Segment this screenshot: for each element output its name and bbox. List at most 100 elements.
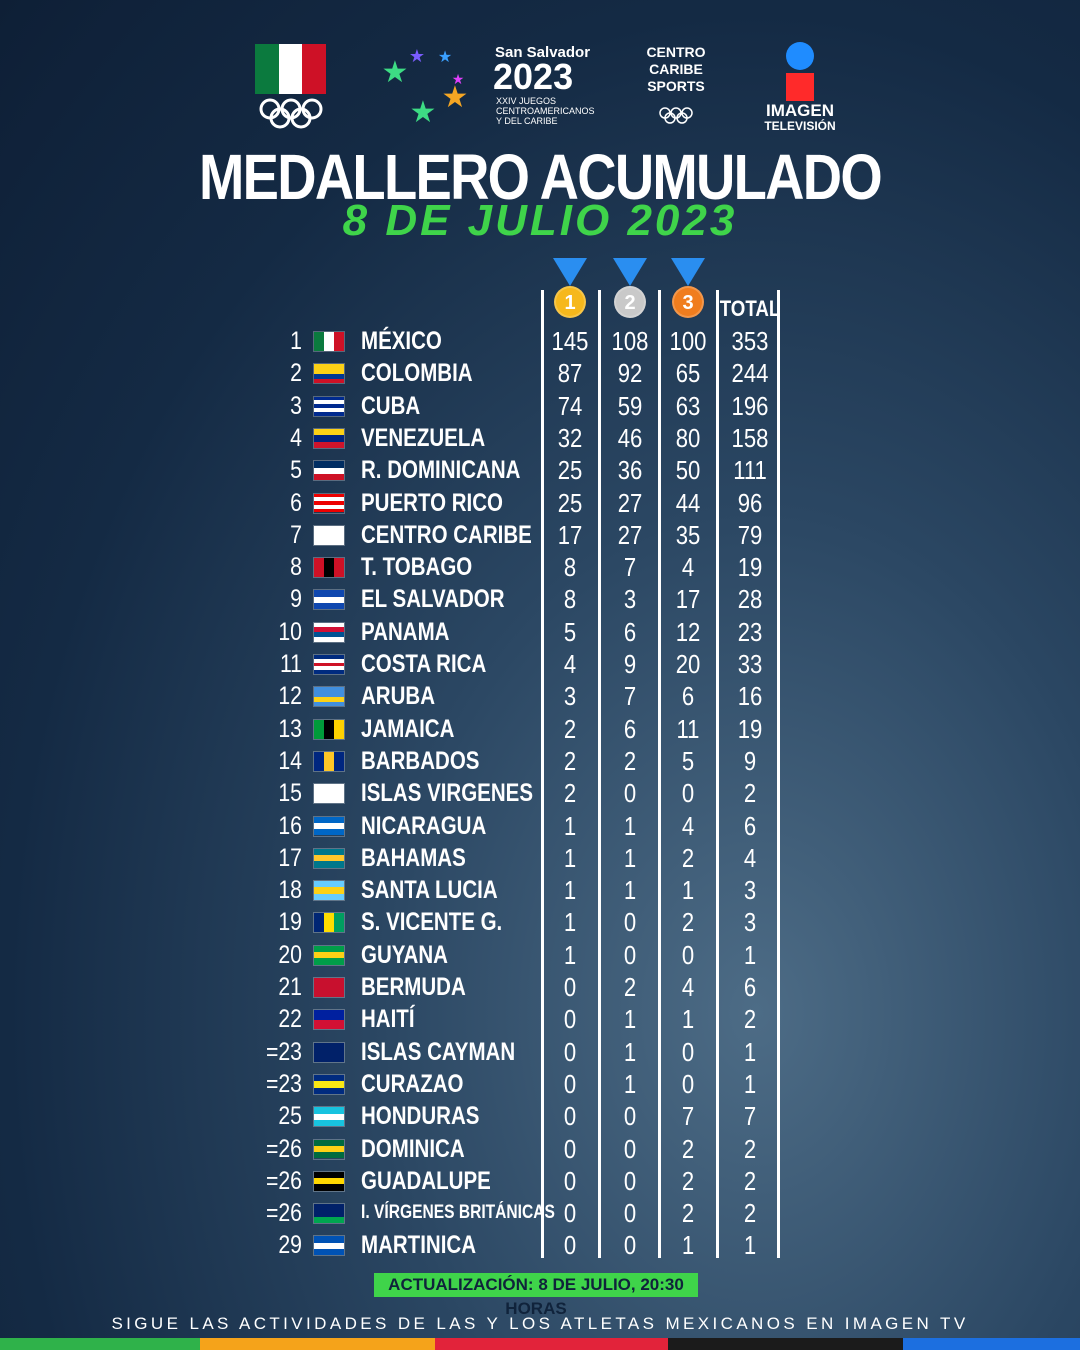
column-divider xyxy=(716,290,719,1258)
flag-stripe xyxy=(314,848,344,856)
svg-text:★: ★ xyxy=(452,71,465,87)
rank: 8 xyxy=(290,553,302,582)
medal-count: 0 xyxy=(623,1198,637,1229)
rank: =26 xyxy=(265,1134,302,1163)
flag-stripe xyxy=(314,1010,344,1020)
flag-stripe xyxy=(314,913,324,933)
flag-stripe xyxy=(314,504,344,509)
flag-stripe xyxy=(314,558,324,578)
medal-ribbon xyxy=(671,258,705,286)
flag-stripe xyxy=(314,1236,344,1243)
color-stripe xyxy=(668,1338,903,1350)
medal-count: 2 xyxy=(563,745,577,776)
flag-stripe xyxy=(314,501,344,505)
medal-count: 59 xyxy=(617,390,643,421)
flag xyxy=(313,944,345,966)
total: 9 xyxy=(743,745,757,776)
rank: 22 xyxy=(278,1005,302,1034)
medal-count: 0 xyxy=(563,1198,577,1229)
country: BAHAMAS xyxy=(361,843,466,872)
country: CUBA xyxy=(361,391,421,420)
flag-stripe xyxy=(314,1019,344,1030)
flag-stripe xyxy=(314,538,344,545)
rank: 17 xyxy=(278,843,302,872)
country: I. VÍRGENES BRITÁNICAS xyxy=(361,1202,555,1224)
flag-stripe xyxy=(334,751,344,771)
flag xyxy=(313,880,345,902)
medal: 1 xyxy=(554,286,586,318)
medal-count: 1 xyxy=(623,1068,637,1099)
flag-stripe xyxy=(334,558,344,578)
medal-count: 5 xyxy=(681,745,695,776)
country: S. VICENTE G. xyxy=(361,908,503,937)
medal-count: 0 xyxy=(563,1165,577,1196)
color-stripe xyxy=(903,1338,1080,1350)
country: ARUBA xyxy=(361,682,436,711)
medal-count: 0 xyxy=(623,1133,637,1164)
medal-count: 0 xyxy=(623,1101,637,1132)
rank: 25 xyxy=(278,1102,302,1131)
subtitle: 8 DE JULIO 2023 xyxy=(342,196,738,245)
flag xyxy=(313,1235,345,1257)
flag-stripe xyxy=(314,1178,344,1185)
medal-count: 1 xyxy=(623,1004,637,1035)
country: CENTRO CARIBE xyxy=(361,520,532,549)
flag xyxy=(313,912,345,934)
flag xyxy=(313,331,345,352)
flag-stripe xyxy=(324,558,334,578)
flag-stripe xyxy=(334,719,344,739)
medal-count: 35 xyxy=(675,519,701,550)
flag-stripe xyxy=(314,751,324,771)
column-divider xyxy=(658,290,661,1258)
rank: =23 xyxy=(265,1037,302,1066)
medal-count: 0 xyxy=(623,939,637,970)
rank: =26 xyxy=(265,1166,302,1195)
total: 244 xyxy=(731,358,769,389)
medal-count: 1 xyxy=(681,875,695,906)
flag-stripe xyxy=(314,666,344,671)
flag-stripe xyxy=(314,467,344,474)
rank: 9 xyxy=(290,585,302,614)
flag-stripe xyxy=(314,364,344,370)
country: ISLAS CAYMAN xyxy=(361,1037,516,1066)
medal-count: 4 xyxy=(681,810,695,841)
flag-stripe xyxy=(314,428,344,436)
medal-count: 92 xyxy=(617,358,643,389)
flag-stripe xyxy=(314,590,344,597)
medal-count: 0 xyxy=(681,1036,695,1067)
medal-count: 4 xyxy=(681,552,695,583)
column-divider xyxy=(777,290,780,1258)
flag-stripe xyxy=(314,473,344,481)
svg-text:★: ★ xyxy=(382,56,409,89)
country: T. TOBAGO xyxy=(361,553,473,582)
country: PANAMA xyxy=(361,617,450,646)
rank: =26 xyxy=(265,1199,302,1228)
medal-count: 74 xyxy=(557,390,583,421)
flag-stripe xyxy=(314,1152,344,1159)
medal-count: 0 xyxy=(563,972,577,1002)
rank: 4 xyxy=(290,423,302,452)
total: 158 xyxy=(731,422,769,453)
flag-stripe xyxy=(314,1171,344,1179)
medal-count: 1 xyxy=(563,907,577,938)
flag xyxy=(313,557,345,579)
medal-count: 2 xyxy=(681,907,695,938)
flag-stripe xyxy=(314,441,344,448)
medal-count: 1 xyxy=(563,810,577,841)
medal-count: 63 xyxy=(675,390,701,421)
rank: 1 xyxy=(290,327,302,355)
country: R. DOMINICANA xyxy=(361,456,521,485)
country: SANTA LUCIA xyxy=(361,876,498,905)
flag-stripe xyxy=(334,913,344,933)
flag xyxy=(313,1073,345,1095)
flag-stripe xyxy=(314,493,344,498)
flag xyxy=(313,1041,345,1063)
medal-count: 7 xyxy=(623,552,637,583)
flag-stripe xyxy=(314,822,344,830)
medal-count: 1 xyxy=(563,842,577,873)
flag-stripe xyxy=(314,1048,344,1056)
flag-stripe xyxy=(314,461,344,468)
flag-stripe xyxy=(314,1119,344,1127)
flag xyxy=(313,1170,345,1192)
logo-city: San Salvador xyxy=(495,44,591,61)
